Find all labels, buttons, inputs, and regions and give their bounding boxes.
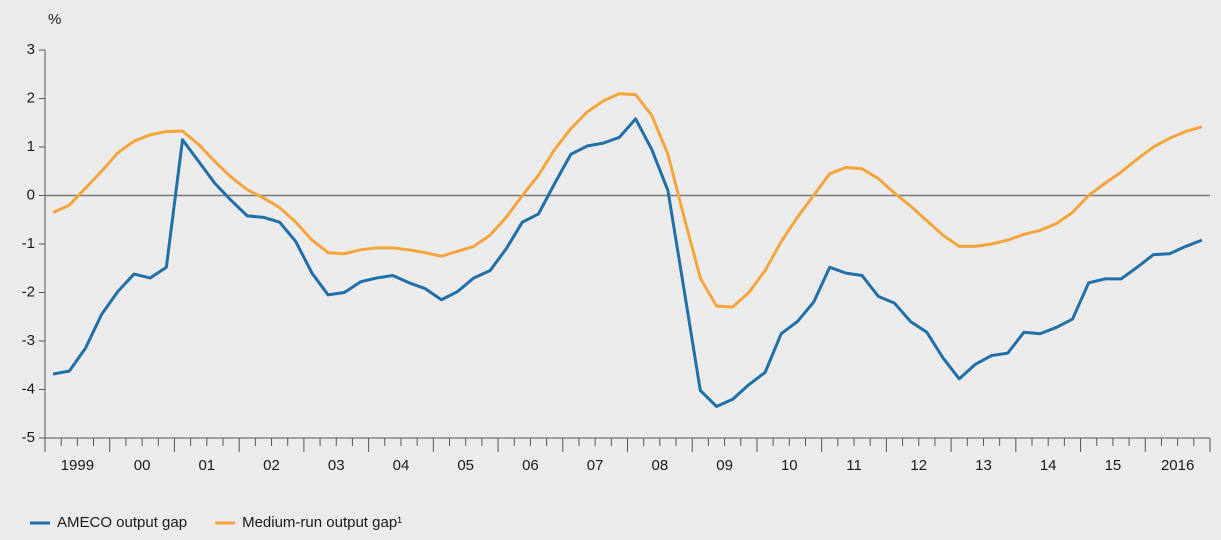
x-tick-label: 06 [522, 457, 539, 474]
legend-label: AMECO output gap [57, 514, 187, 531]
y-tick-label: 0 [27, 186, 35, 203]
y-tick-label: 3 [27, 41, 35, 58]
y-tick-label: 1 [27, 138, 35, 155]
y-tick-label: -5 [22, 429, 35, 446]
series-line [52, 117, 1203, 408]
legend-label: Medium-run output gap¹ [242, 514, 402, 531]
x-tick-label: 12 [910, 457, 927, 474]
x-tick-label: 05 [457, 457, 474, 474]
x-tick-label: 04 [393, 457, 410, 474]
x-tick-label: 07 [587, 457, 604, 474]
x-tick-label: 14 [1040, 457, 1057, 474]
y-tick-label: -1 [22, 235, 35, 252]
x-tick-label: 02 [263, 457, 280, 474]
y-tick-label: -4 [22, 380, 35, 397]
y-axis-label: % [48, 11, 61, 28]
x-tick-label: 1999 [61, 457, 94, 474]
x-tick-label: 01 [198, 457, 215, 474]
y-tick-label: 2 [27, 89, 35, 106]
x-tick-label: 11 [846, 457, 862, 474]
x-tick-label: 13 [975, 457, 992, 474]
x-tick-label: 08 [652, 457, 669, 474]
y-tick-label: -3 [22, 332, 35, 349]
x-tick-label: 03 [328, 457, 345, 474]
x-tick-label: 10 [781, 457, 798, 474]
x-tick-label: 00 [134, 457, 151, 474]
x-tick-label: 2016 [1161, 457, 1194, 474]
x-tick-label: 09 [716, 457, 733, 474]
x-tick-label: 15 [1105, 457, 1122, 474]
y-tick-label: -2 [22, 283, 35, 300]
series-line [52, 92, 1203, 309]
